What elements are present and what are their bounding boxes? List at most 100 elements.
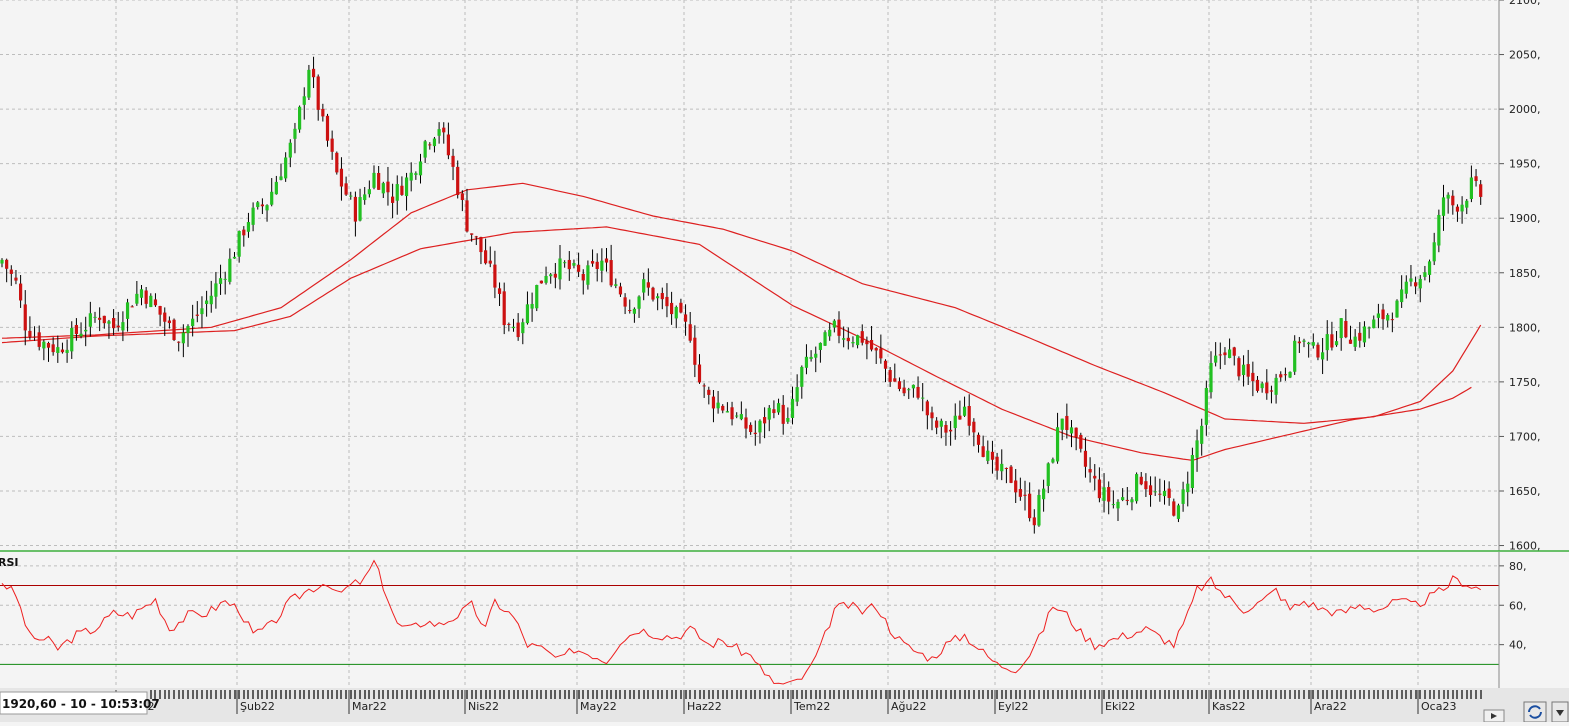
candle-body <box>800 366 804 387</box>
candle-body <box>1469 177 1473 199</box>
price-tick-label: 1800, <box>1509 321 1541 334</box>
candle-body <box>1102 487 1106 501</box>
candle-body <box>535 285 539 309</box>
scroll-right-button[interactable] <box>1483 709 1505 723</box>
candle-body <box>683 314 688 322</box>
scroll-down-button[interactable] <box>1551 701 1569 723</box>
candle-body <box>763 417 767 424</box>
rsi-series-line <box>1 559 1481 685</box>
candle-body <box>28 330 32 337</box>
candle-body <box>1135 474 1139 502</box>
day-ticks <box>150 690 1482 699</box>
candle-body <box>209 295 213 305</box>
candle-body <box>767 407 771 420</box>
candle-body <box>735 415 739 417</box>
candle-body <box>1246 364 1250 377</box>
candle-body <box>651 287 655 300</box>
candle-body <box>200 308 204 315</box>
candle-body <box>1367 327 1371 329</box>
candle-body <box>149 295 153 308</box>
price-tick-label: 1650, <box>1509 485 1541 498</box>
rsi-tick-label: 60, <box>1509 599 1527 612</box>
candle-body <box>1460 204 1464 212</box>
candle-body <box>465 200 469 232</box>
candle-body <box>1209 363 1213 393</box>
candle-body <box>618 286 623 295</box>
candle-body <box>265 205 269 211</box>
candle-body <box>1302 340 1306 342</box>
candle-body <box>1288 371 1292 378</box>
rsi-grid <box>0 556 1499 688</box>
candle-body <box>74 324 78 334</box>
candle-body <box>214 283 218 297</box>
candle-body <box>1139 476 1143 485</box>
candle-body <box>665 296 669 307</box>
candle-body <box>79 333 83 337</box>
candle-body <box>893 378 897 382</box>
candle-body <box>70 327 74 352</box>
candle-body <box>167 320 171 324</box>
candle-body <box>1218 354 1222 356</box>
candle-body <box>1279 374 1283 378</box>
candle-body <box>1223 352 1227 356</box>
candle-body <box>1334 341 1339 346</box>
month-tick-label: Eyl22 <box>998 700 1029 713</box>
candle-body <box>60 349 65 353</box>
candle-body <box>400 185 404 195</box>
candle-body <box>1144 481 1148 490</box>
candle-body <box>609 260 613 286</box>
month-tick-label: Nis22 <box>468 700 499 713</box>
candle-body <box>1121 497 1125 501</box>
candle-body <box>846 337 850 342</box>
candle-body <box>479 237 483 253</box>
candle-body <box>1241 364 1246 376</box>
candle-body <box>642 279 646 293</box>
candle-body <box>1237 358 1241 377</box>
candle-body <box>377 172 381 190</box>
candle-body <box>307 69 311 98</box>
candle-body <box>1283 374 1287 376</box>
candle-body <box>572 263 576 266</box>
candle-body <box>1251 372 1255 382</box>
candle-body <box>316 76 320 110</box>
candle-body <box>414 173 418 175</box>
candle-body <box>944 424 948 433</box>
candle-body <box>144 290 148 304</box>
candle-body <box>1214 355 1218 363</box>
candle-body <box>1321 352 1325 360</box>
candle-body <box>1358 332 1362 341</box>
candle-body <box>46 342 51 348</box>
month-tick-label: Tem22 <box>793 700 830 713</box>
candle-body <box>1265 382 1269 394</box>
refresh-button[interactable] <box>1523 701 1547 723</box>
candle-body <box>14 277 18 281</box>
month-tick-label: Ara22 <box>1314 700 1347 713</box>
candle-body <box>1069 427 1074 434</box>
price-tick-label: 1750, <box>1509 376 1541 389</box>
candle-body <box>1446 194 1450 199</box>
candle-body <box>432 138 437 147</box>
candle-body <box>251 207 255 225</box>
candle-body <box>739 414 743 420</box>
candle-body <box>1014 480 1018 493</box>
candle-body <box>460 193 464 200</box>
candle-body <box>56 347 60 353</box>
candle-body <box>795 387 799 402</box>
candle-body <box>98 317 102 320</box>
candle-body <box>1255 379 1260 391</box>
candle-body <box>353 196 357 222</box>
candle-body <box>451 155 455 167</box>
candle-body <box>967 405 971 426</box>
candle-body <box>488 260 492 264</box>
candle-body <box>311 68 316 78</box>
candle-body <box>990 451 995 460</box>
candle-body <box>181 332 185 344</box>
candle-body <box>344 183 348 195</box>
candle-body <box>1353 336 1357 347</box>
price-tick-label: 2100, <box>1509 0 1541 7</box>
candle-body <box>804 356 809 368</box>
candle-body <box>1376 313 1380 318</box>
month-tick-label: Haz22 <box>687 700 722 713</box>
candle-body <box>186 326 190 334</box>
